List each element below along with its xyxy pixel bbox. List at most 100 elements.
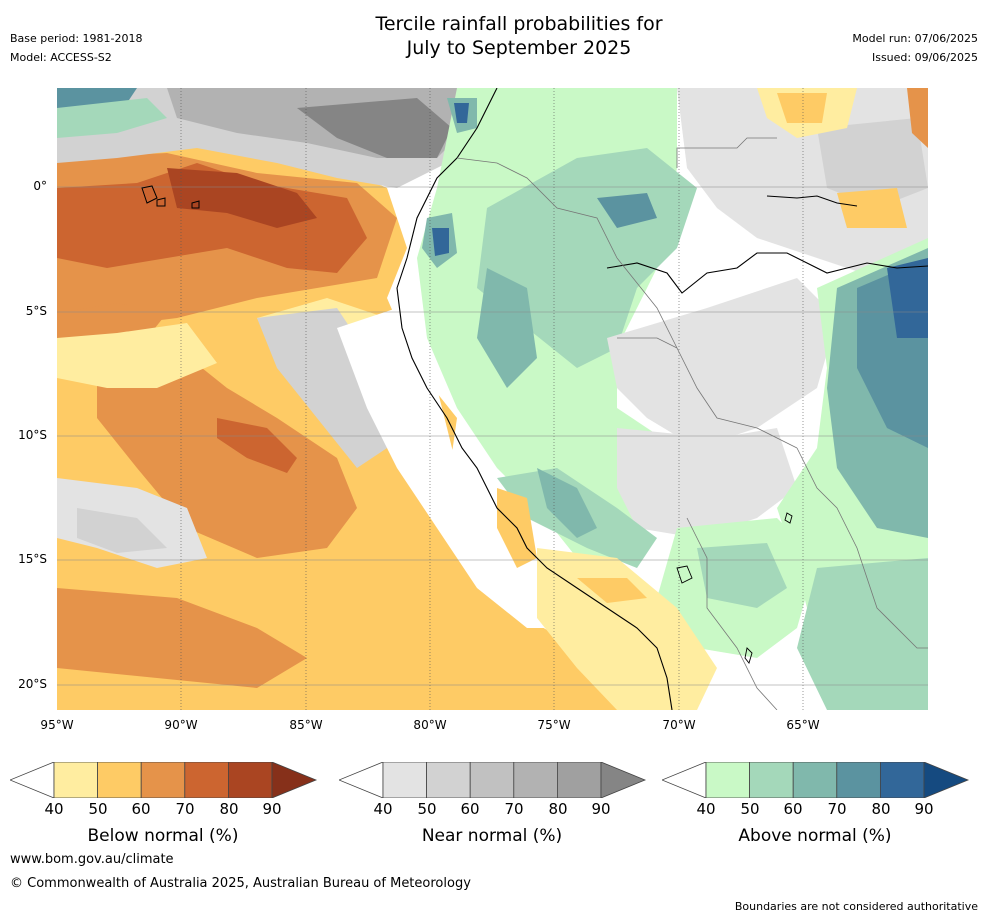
below-normal-region (57, 323, 217, 388)
below-normal-region (837, 188, 907, 228)
colorbar-segment (227, 762, 273, 798)
near-normal-region (57, 98, 167, 138)
disclaimer-text: Boundaries are not considered authoritat… (734, 900, 978, 913)
tick-label: 40 (44, 800, 64, 818)
below-normal-region (97, 348, 357, 558)
lon-label-95w: 95°W (40, 718, 74, 732)
colorbar-high-triangle (271, 762, 318, 798)
lon-label-80w: 80°W (413, 718, 447, 732)
title-line-2: July to September 2025 (406, 37, 632, 59)
colorbar-segment (879, 762, 925, 798)
below-normal-region (907, 88, 928, 148)
tick-label: 70 (175, 800, 195, 818)
colorbar-segment (97, 762, 142, 798)
tick-label: 90 (914, 800, 934, 818)
colorbar-segment (184, 762, 229, 798)
tick-label: 50 (417, 800, 437, 818)
country-borders (456, 137, 928, 710)
colorbar-segment (382, 762, 427, 798)
lat-label-10s: 10°S (18, 428, 47, 442)
website-link[interactable]: www.bom.gov.au/climate (10, 852, 174, 867)
title-line-1: Tercile rainfall probabilities for (375, 13, 663, 35)
tick-label: 80 (871, 800, 891, 818)
lat-label-0: 0° (33, 179, 47, 193)
lat-label-5s: 5°S (25, 304, 47, 318)
below-normal-label: Below normal (%) (87, 826, 239, 846)
below-normal-region (577, 578, 647, 603)
colorbar-segment (53, 762, 98, 798)
base-period-text: Base period: 1981-2018 (10, 32, 143, 45)
lat-label-20s: 20°S (18, 677, 47, 691)
model-text: Model: ACCESS-S2 (10, 51, 112, 64)
near-normal-label: Near normal (%) (421, 826, 563, 846)
tick-label: 50 (88, 800, 108, 818)
colorbar-segment (836, 762, 881, 798)
lon-label-65w: 65°W (786, 718, 820, 732)
above-normal-region (432, 228, 449, 256)
tick-label: 60 (131, 800, 151, 818)
colorbar-segment (556, 762, 602, 798)
tick-label: 40 (373, 800, 393, 818)
colorbar-high-triangle (600, 762, 647, 798)
near-normal-region (77, 508, 167, 553)
tick-label: 60 (460, 800, 480, 818)
colorbar-segment (513, 762, 558, 798)
above-normal-region (797, 558, 928, 710)
colorbar-low-triangle (662, 762, 707, 798)
copyright-text: © Commonwealth of Australia 2025, Austra… (10, 876, 471, 891)
lat-label-15s: 15°S (18, 552, 47, 566)
above-normal-region (537, 468, 597, 538)
lon-label-70w: 70°W (662, 718, 696, 732)
colorbar-segment (705, 762, 750, 798)
tick-label: 70 (827, 800, 847, 818)
below-normal-region (537, 548, 717, 710)
tick-label: 50 (740, 800, 760, 818)
river (766, 195, 858, 207)
issued-text: Issued: 09/06/2025 (871, 51, 978, 64)
galapagos-islands (141, 185, 200, 209)
tick-label: 80 (219, 800, 239, 818)
above-normal-region (697, 543, 787, 608)
below-normal-region (57, 588, 307, 688)
below-normal-region (217, 418, 297, 473)
near-normal-region (297, 98, 452, 158)
tick-label: 40 (696, 800, 716, 818)
above-normal-region (887, 258, 928, 338)
lon-label-75w: 75°W (537, 718, 571, 732)
neutral-region (337, 308, 577, 628)
map-title: Tercile rainfall probabilities for July … (294, 12, 744, 60)
colorbar-low-triangle (339, 762, 384, 798)
colorbar-segment (749, 762, 794, 798)
colorbar-above (662, 762, 970, 798)
colorbar-high-triangle (923, 762, 970, 798)
near-normal-region (617, 428, 797, 538)
above-normal-region (477, 268, 537, 388)
tick-label: 80 (548, 800, 568, 818)
tick-label: 90 (262, 800, 282, 818)
colorbar-segment (792, 762, 838, 798)
probability-map[interactable] (57, 88, 928, 710)
colorbar-below (10, 762, 318, 798)
lon-label-90w: 90°W (164, 718, 198, 732)
near-normal-region (607, 278, 837, 448)
colorbar-segment (426, 762, 471, 798)
lakes (676, 512, 793, 664)
tick-label: 60 (783, 800, 803, 818)
above-normal-label: Above normal (%) (738, 826, 892, 846)
coastline (396, 88, 673, 710)
colorbar-near (339, 762, 647, 798)
colorbar-segment (469, 762, 515, 798)
below-normal-region (167, 168, 317, 228)
lon-label-85w: 85°W (289, 718, 323, 732)
below-normal-region (777, 93, 827, 123)
model-run-text: Model run: 07/06/2025 (852, 32, 978, 45)
above-normal-region (454, 103, 469, 123)
above-normal-region (597, 193, 657, 228)
near-normal-region (817, 118, 928, 208)
latitude-lines (57, 186, 928, 686)
tick-label: 70 (504, 800, 524, 818)
colorbar-segment (140, 762, 186, 798)
colorbar-low-triangle (10, 762, 55, 798)
tick-label: 90 (591, 800, 611, 818)
amazon-river (606, 252, 928, 294)
